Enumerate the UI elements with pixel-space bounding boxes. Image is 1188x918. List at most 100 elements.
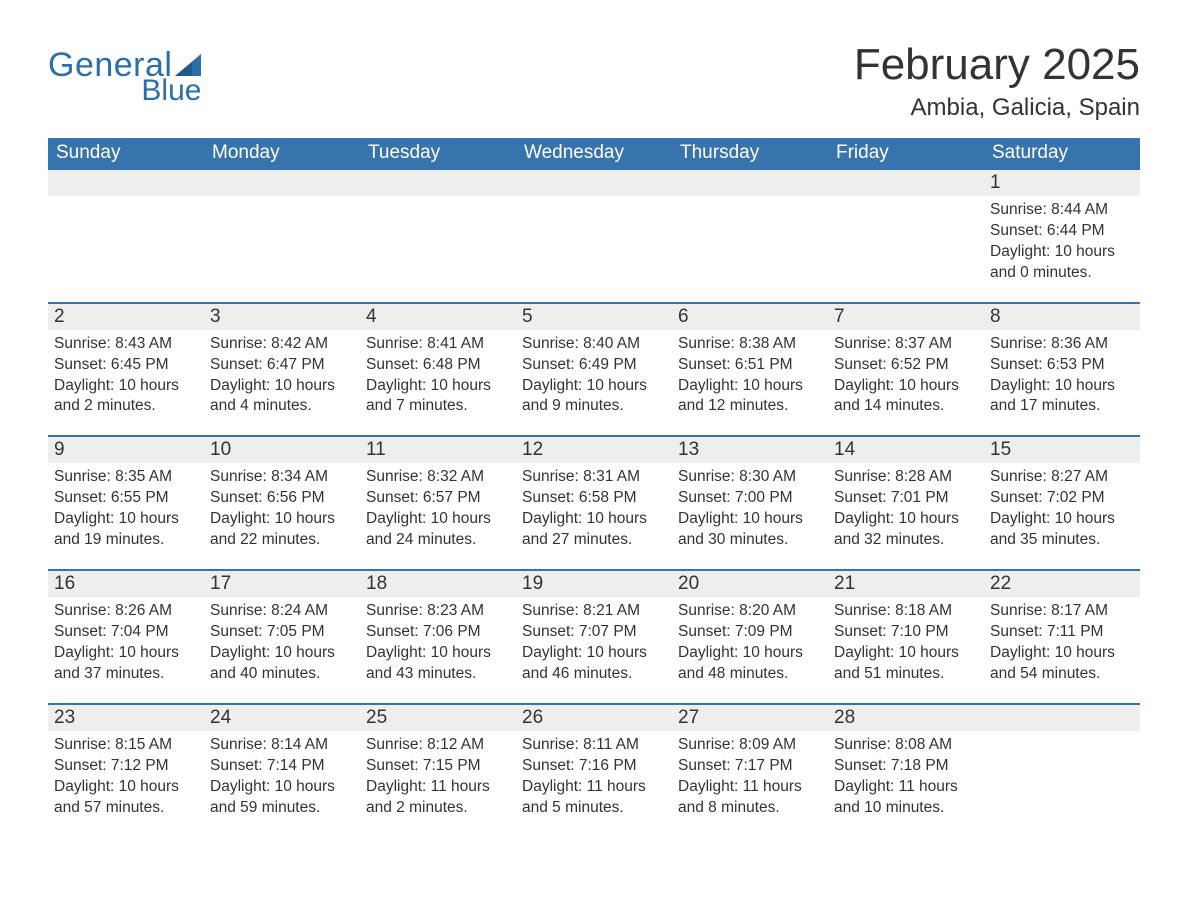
sunset-text: Sunset: 7:17 PM [678, 756, 822, 777]
daylight-text: Daylight: 10 hours and 7 minutes. [366, 376, 510, 418]
sunset-text: Sunset: 7:04 PM [54, 622, 198, 643]
page-header: General Blue February 2025 Ambia, Galici… [48, 40, 1140, 132]
day-content-cell [516, 196, 672, 303]
daylight-text: Daylight: 10 hours and 27 minutes. [522, 509, 666, 551]
sunrise-text: Sunrise: 8:11 AM [522, 735, 666, 756]
sunset-text: Sunset: 7:14 PM [210, 756, 354, 777]
day-number: 15 [990, 439, 1011, 460]
day-number: 22 [990, 573, 1011, 594]
sunset-text: Sunset: 6:52 PM [834, 355, 978, 376]
day-content-cell: Sunrise: 8:30 AMSunset: 7:00 PMDaylight:… [672, 463, 828, 570]
sunset-text: Sunset: 6:45 PM [54, 355, 198, 376]
day-number: 20 [678, 573, 699, 594]
day-number-cell: 20 [672, 570, 828, 597]
weekday-header: Sunday [48, 138, 204, 169]
daylight-text: Daylight: 11 hours and 10 minutes. [834, 777, 978, 819]
day-number: 18 [366, 573, 387, 594]
day-number-cell: 19 [516, 570, 672, 597]
sunrise-text: Sunrise: 8:15 AM [54, 735, 198, 756]
sunset-text: Sunset: 7:07 PM [522, 622, 666, 643]
day-number-cell: 16 [48, 570, 204, 597]
sunset-text: Sunset: 7:10 PM [834, 622, 978, 643]
day-content-cell [672, 196, 828, 303]
day-number: 16 [54, 573, 75, 594]
day-number: 26 [522, 707, 543, 728]
logo-word-2: Blue [118, 76, 201, 106]
sunset-text: Sunset: 7:18 PM [834, 756, 978, 777]
sunset-text: Sunset: 6:44 PM [990, 221, 1134, 242]
day-number-cell [984, 704, 1140, 731]
day-content-row: Sunrise: 8:44 AMSunset: 6:44 PMDaylight:… [48, 196, 1140, 303]
sunrise-text: Sunrise: 8:24 AM [210, 601, 354, 622]
sunrise-text: Sunrise: 8:08 AM [834, 735, 978, 756]
day-content-cell: Sunrise: 8:43 AMSunset: 6:45 PMDaylight:… [48, 330, 204, 437]
sunrise-text: Sunrise: 8:26 AM [54, 601, 198, 622]
day-number: 21 [834, 573, 855, 594]
daylight-text: Daylight: 10 hours and 35 minutes. [990, 509, 1134, 551]
day-number: 6 [678, 306, 689, 327]
daylight-text: Daylight: 11 hours and 2 minutes. [366, 777, 510, 819]
day-number-cell: 22 [984, 570, 1140, 597]
day-number: 8 [990, 306, 1001, 327]
sunrise-text: Sunrise: 8:43 AM [54, 334, 198, 355]
daylight-text: Daylight: 10 hours and 22 minutes. [210, 509, 354, 551]
day-number-cell: 1 [984, 169, 1140, 196]
day-content-cell: Sunrise: 8:17 AMSunset: 7:11 PMDaylight:… [984, 597, 1140, 704]
day-content-row: Sunrise: 8:43 AMSunset: 6:45 PM Daylight:… [48, 330, 1140, 437]
weekday-header: Friday [828, 138, 984, 169]
day-number-cell [360, 169, 516, 196]
day-number-cell [828, 169, 984, 196]
logo-flag-icon [175, 54, 201, 76]
sunrise-text: Sunrise: 8:34 AM [210, 467, 354, 488]
sunset-text: Sunset: 6:58 PM [522, 488, 666, 509]
weekday-header: Thursday [672, 138, 828, 169]
sunset-text: Sunset: 6:47 PM [210, 355, 354, 376]
sunrise-text: Sunrise: 8:18 AM [834, 601, 978, 622]
day-content-row: Sunrise: 8:26 AMSunset: 7:04 PM Daylight:… [48, 597, 1140, 704]
day-number-cell: 7 [828, 303, 984, 330]
sunrise-text: Sunrise: 8:44 AM [990, 200, 1134, 221]
day-number: 14 [834, 439, 855, 460]
sunset-text: Sunset: 7:06 PM [366, 622, 510, 643]
sunset-text: Sunset: 6:51 PM [678, 355, 822, 376]
day-content-cell: Sunrise: 8:28 AMSunset: 7:01 PMDaylight:… [828, 463, 984, 570]
day-number: 11 [366, 439, 386, 460]
day-number: 10 [210, 439, 231, 460]
sunset-text: Sunset: 6:49 PM [522, 355, 666, 376]
day-content-cell: Sunrise: 8:24 AMSunset: 7:05 PMDaylight:… [204, 597, 360, 704]
sunrise-text: Sunrise: 8:32 AM [366, 467, 510, 488]
sunrise-text: Sunrise: 8:27 AM [990, 467, 1134, 488]
day-number-cell: 5 [516, 303, 672, 330]
sunrise-text: Sunrise: 8:31 AM [522, 467, 666, 488]
daylight-text: Daylight: 10 hours and 32 minutes. [834, 509, 978, 551]
sunset-text: Sunset: 7:05 PM [210, 622, 354, 643]
sunrise-text: Sunrise: 8:12 AM [366, 735, 510, 756]
sunrise-text: Sunrise: 8:17 AM [990, 601, 1134, 622]
day-number-cell: 14 [828, 436, 984, 463]
daylight-text: Daylight: 10 hours and 48 minutes. [678, 643, 822, 685]
sunset-text: Sunset: 7:02 PM [990, 488, 1134, 509]
day-number-cell: 8 [984, 303, 1140, 330]
daylight-text: Daylight: 10 hours and 17 minutes. [990, 376, 1134, 418]
sunrise-text: Sunrise: 8:30 AM [678, 467, 822, 488]
day-number-cell: 4 [360, 303, 516, 330]
sunrise-text: Sunrise: 8:38 AM [678, 334, 822, 355]
day-number-cell: 24 [204, 704, 360, 731]
day-number-cell: 2 [48, 303, 204, 330]
day-number: 9 [54, 439, 65, 460]
day-number: 12 [522, 439, 543, 460]
sunset-text: Sunset: 7:16 PM [522, 756, 666, 777]
day-number-row: 23456 7 8 [48, 303, 1140, 330]
daylight-text: Daylight: 10 hours and 9 minutes. [522, 376, 666, 418]
day-content-cell: Sunrise: 8:38 AMSunset: 6:51 PMDaylight:… [672, 330, 828, 437]
day-number-cell: 3 [204, 303, 360, 330]
day-number: 25 [366, 707, 387, 728]
day-content-cell: Sunrise: 8:42 AMSunset: 6:47 PMDaylight:… [204, 330, 360, 437]
day-number: 28 [834, 707, 855, 728]
daylight-text: Daylight: 10 hours and 12 minutes. [678, 376, 822, 418]
day-number: 7 [834, 306, 845, 327]
daylight-text: Daylight: 10 hours and 14 minutes. [834, 376, 978, 418]
sunset-text: Sunset: 6:48 PM [366, 355, 510, 376]
sunset-text: Sunset: 7:12 PM [54, 756, 198, 777]
day-content-cell: Sunrise: 8:36 AMSunset: 6:53 PMDaylight:… [984, 330, 1140, 437]
